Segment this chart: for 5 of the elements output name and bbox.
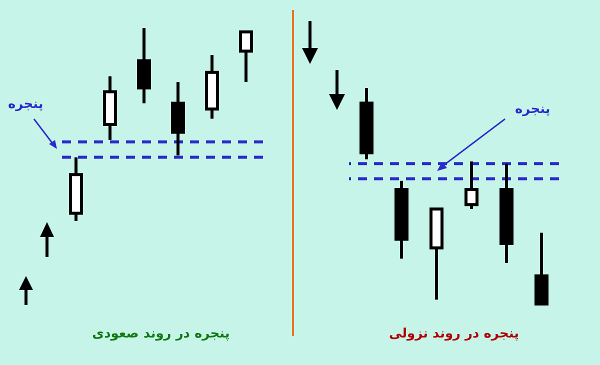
annotation: پنجره <box>515 102 550 117</box>
text: پنجره در روند صعودی <box>92 326 230 342</box>
text: پنجره در روند نزولی <box>388 326 520 342</box>
candlestick <box>464 161 478 209</box>
text: پنجره <box>8 97 44 112</box>
